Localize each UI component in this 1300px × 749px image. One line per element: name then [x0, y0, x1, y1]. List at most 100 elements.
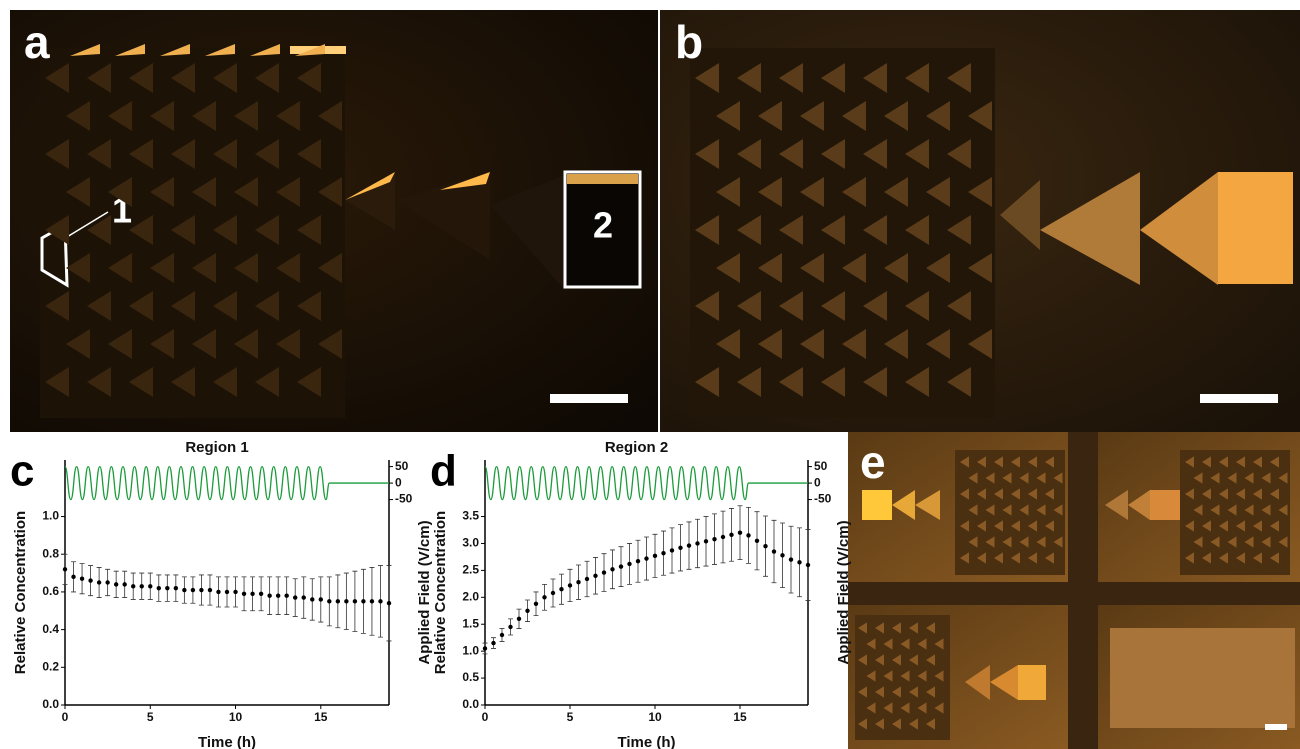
y2-tick-label: 50: [814, 459, 828, 473]
panel-label: d: [430, 447, 457, 496]
bright-edge: [250, 44, 280, 56]
pillar: [213, 139, 237, 169]
pillar: [129, 291, 153, 321]
data-point: [482, 646, 488, 651]
pillar: [1278, 472, 1288, 484]
triangle: [1000, 180, 1040, 250]
data-point: [695, 541, 700, 546]
pillar: [297, 367, 321, 397]
pillar: [1253, 456, 1262, 468]
pillar: [1019, 504, 1029, 516]
data-point: [644, 556, 649, 561]
data-point: [352, 599, 358, 604]
pillar: [276, 329, 300, 359]
pillar: [926, 622, 935, 634]
pillar: [87, 139, 111, 169]
micrograph-b: b: [660, 10, 1300, 432]
pillar: [1219, 552, 1228, 564]
data-point: [327, 599, 332, 604]
pillar: [968, 253, 992, 283]
scale-bar: [1200, 394, 1278, 403]
triangle: [490, 175, 565, 290]
x-tick-label: 10: [229, 710, 243, 724]
data-point: [525, 608, 530, 613]
y-tick-label: 1.0: [462, 643, 479, 657]
pillar: [1185, 488, 1194, 500]
region-label: 2: [593, 205, 613, 246]
pillar: [695, 139, 719, 169]
y-tick-label: 1.5: [462, 616, 479, 630]
pillar: [985, 472, 995, 484]
pillar: [1036, 536, 1046, 548]
pillar: [1028, 552, 1037, 564]
data-point: [491, 640, 496, 646]
pillar: [934, 670, 944, 682]
bright-edge: [160, 44, 190, 56]
pillar: [171, 291, 195, 321]
bright-chamber: [1218, 172, 1293, 284]
data-point: [258, 591, 264, 597]
pillar: [1261, 536, 1271, 548]
pillar: [1019, 536, 1029, 548]
pillar: [192, 253, 216, 283]
pillar: [66, 329, 90, 359]
y2-axis-label: Applied Field (V/cm): [416, 520, 433, 664]
y-tick-label: 2.0: [462, 589, 479, 603]
pillar: [45, 139, 69, 169]
pillar: [917, 670, 927, 682]
pillar: [1244, 504, 1254, 516]
pillar: [234, 177, 258, 207]
data-point: [669, 548, 675, 553]
pillar: [800, 253, 824, 283]
data-point: [216, 589, 221, 595]
pillar: [947, 291, 971, 321]
pillar: [926, 329, 950, 359]
pillar: [758, 101, 782, 131]
pillar: [1270, 520, 1279, 532]
pillar: [1202, 488, 1211, 500]
pillar: [977, 520, 986, 532]
pillar: [1253, 488, 1262, 500]
x-tick-label: 5: [147, 710, 154, 724]
pillar: [66, 177, 90, 207]
triangle: [892, 490, 915, 520]
pillar: [1261, 472, 1271, 484]
pillar: [1270, 488, 1279, 500]
data-point: [139, 584, 144, 589]
pillar: [821, 367, 845, 397]
y-tick-label: 0.0: [42, 697, 59, 711]
pillar: [960, 520, 969, 532]
pillar: [695, 215, 719, 245]
y2-tick-label: 0: [814, 475, 821, 489]
data-point: [369, 599, 375, 604]
pillar: [1019, 472, 1029, 484]
pillar: [779, 139, 803, 169]
pillar: [695, 63, 719, 93]
data-point: [156, 585, 161, 591]
bright-chamber: [1018, 665, 1046, 700]
y-tick-label: 0.4: [42, 622, 59, 636]
data-point: [797, 560, 802, 565]
pillar: [900, 670, 910, 682]
pillar: [926, 177, 950, 207]
data-point: [678, 545, 683, 550]
data-point: [542, 595, 547, 600]
x-tick-label: 10: [648, 710, 662, 724]
triangle: [345, 172, 395, 230]
pillar: [947, 139, 971, 169]
pillar: [884, 101, 908, 131]
data-point: [610, 567, 615, 572]
pillar: [1210, 536, 1220, 548]
pillar: [905, 215, 929, 245]
chart-title: Region 1: [185, 439, 248, 456]
pillar: [758, 177, 782, 207]
pillar: [1036, 504, 1046, 516]
pillar: [1219, 520, 1228, 532]
data-point: [207, 587, 213, 593]
pillar: [968, 101, 992, 131]
pillar: [1011, 520, 1020, 532]
pillar: [960, 456, 969, 468]
data-point: [737, 530, 743, 535]
data-point: [378, 599, 383, 604]
data-point: [499, 632, 505, 638]
